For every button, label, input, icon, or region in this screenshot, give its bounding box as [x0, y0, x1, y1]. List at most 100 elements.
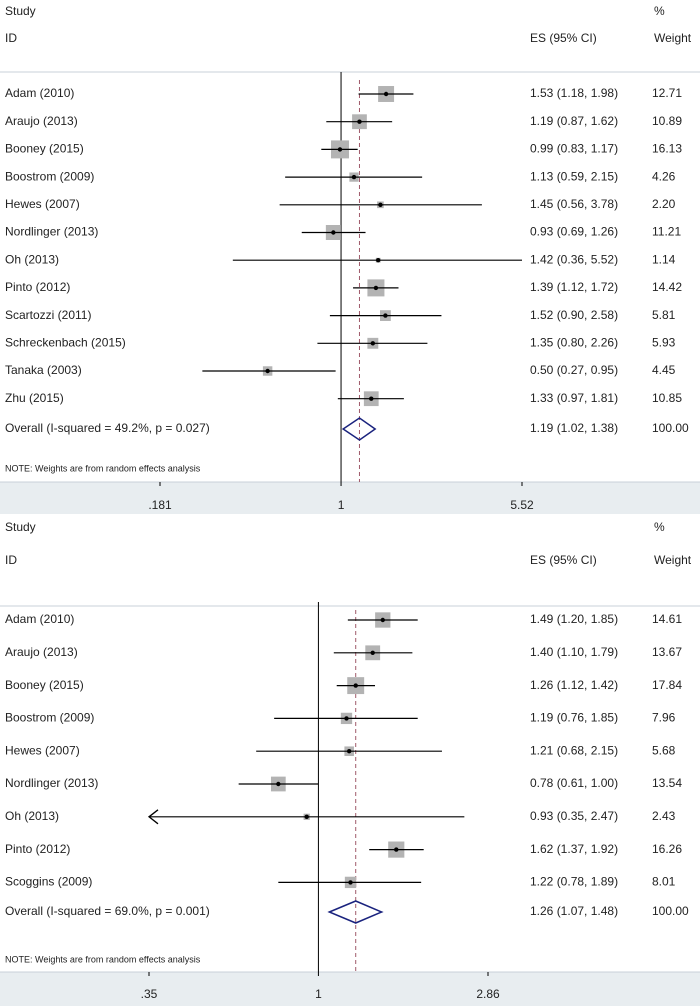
header-es: ES (95% CI): [530, 31, 597, 45]
point-estimate: [394, 847, 399, 852]
point-estimate: [304, 814, 309, 819]
study-weight: 16.26: [652, 842, 682, 856]
point-estimate: [353, 683, 358, 688]
point-estimate: [346, 749, 352, 754]
study-es-ci: 1.52 (0.90, 2.58): [530, 308, 618, 322]
header-id: ID: [5, 31, 17, 45]
point-estimate: [383, 313, 388, 318]
study-es-ci: 1.35 (0.80, 2.26): [530, 335, 618, 349]
study-label: Oh (2013): [5, 809, 59, 823]
study-label: Scoggins (2009): [5, 875, 92, 889]
study-weight: 13.54: [652, 776, 682, 790]
point-estimate: [370, 341, 376, 346]
point-estimate: [331, 230, 336, 235]
point-estimate: [351, 174, 357, 180]
study-label: Araujo (2013): [5, 645, 78, 659]
study-es-ci: 1.33 (0.97, 1.81): [530, 391, 618, 405]
study-label: Nordlinger (2013): [5, 225, 98, 239]
study-label: Boostrom (2009): [5, 711, 94, 725]
point-estimate: [265, 368, 270, 374]
axis-band: [0, 972, 700, 1006]
study-weight: 4.26: [652, 169, 676, 183]
study-weight: 14.42: [652, 280, 682, 294]
study-weight: 1.14: [652, 252, 676, 266]
study-label: Nordlinger (2013): [5, 776, 98, 790]
study-weight: 2.20: [652, 197, 676, 211]
study-es-ci: 0.93 (0.69, 1.26): [530, 225, 618, 239]
point-estimate: [344, 716, 349, 721]
study-weight: 8.01: [652, 875, 676, 889]
overall-label: Overall (I-squared = 49.2%, p = 0.027): [5, 421, 210, 435]
study-label: Pinto (2012): [5, 842, 70, 856]
weights-note: NOTE: Weights are from random effects an…: [5, 954, 201, 964]
study-es-ci: 0.50 (0.27, 0.95): [530, 363, 618, 377]
tick-label: 1: [315, 987, 322, 1001]
study-weight: 13.67: [652, 645, 682, 659]
study-es-ci: 1.19 (0.76, 1.85): [530, 711, 618, 725]
header-percent: %: [654, 520, 665, 534]
study-es-ci: 0.93 (0.35, 2.47): [530, 809, 618, 823]
study-es-ci: 1.19 (0.87, 1.62): [530, 114, 618, 128]
header-percent: %: [654, 4, 665, 18]
study-es-ci: 1.62 (1.37, 1.92): [530, 842, 618, 856]
overall-label: Overall (I-squared = 69.0%, p = 0.001): [5, 904, 210, 918]
point-estimate: [276, 781, 281, 787]
study-es-ci: 1.42 (0.36, 5.52): [530, 252, 618, 266]
study-weight: 16.13: [652, 142, 682, 156]
point-estimate: [378, 202, 383, 207]
study-weight: 10.89: [652, 114, 682, 128]
study-weight: 10.85: [652, 391, 682, 405]
study-label: Adam (2010): [5, 612, 74, 626]
study-label: Araujo (2013): [5, 114, 78, 128]
point-estimate: [369, 396, 374, 401]
header-study: Study: [5, 520, 36, 534]
point-estimate: [375, 258, 381, 263]
study-label: Oh (2013): [5, 252, 59, 266]
study-label: Scartozzi (2011): [5, 308, 91, 322]
study-es-ci: 1.13 (0.59, 2.15): [530, 169, 618, 183]
study-es-ci: 1.45 (0.56, 3.78): [530, 197, 618, 211]
study-label: Hewes (2007): [5, 197, 80, 211]
study-label: Hewes (2007): [5, 743, 80, 757]
ci-arrow-left: [147, 809, 159, 825]
point-estimate: [357, 119, 362, 124]
header-es: ES (95% CI): [530, 553, 597, 567]
forest-plot-2: Study ID ES (95% CI)% Weight Adam (2010) 1.49…: [0, 520, 700, 1006]
header-id: ID: [5, 553, 17, 567]
study-label: Booney (2015): [5, 678, 84, 692]
weights-note: NOTE: Weights are from random effects an…: [5, 463, 201, 473]
header-study: Study: [5, 4, 36, 18]
study-label: Adam (2010): [5, 86, 74, 100]
study-label: Schreckenbach (2015): [5, 335, 126, 349]
overall-es-ci: 1.26 (1.07, 1.48): [530, 904, 618, 918]
overall-diamond: [327, 900, 384, 924]
axis-band: [0, 482, 700, 514]
study-weight: 5.93: [652, 335, 676, 349]
forest-plot-1: Study ID ES (95% CI)% Weight Adam (2010) 1.53…: [0, 4, 700, 514]
study-weight: 7.96: [652, 711, 676, 725]
overall-es-ci: 1.19 (1.02, 1.38): [530, 421, 618, 435]
study-weight: 11.21: [652, 225, 681, 239]
tick-label: 1: [338, 498, 345, 512]
study-weight: 5.68: [652, 743, 676, 757]
overall-weight: 100.00: [652, 904, 689, 918]
study-label: Pinto (2012): [5, 280, 70, 294]
study-es-ci: 1.26 (1.12, 1.42): [530, 678, 618, 692]
study-es-ci: 0.78 (0.61, 1.00): [530, 776, 618, 790]
tick-label: 5.52: [510, 498, 534, 512]
study-weight: 12.71: [652, 86, 682, 100]
study-es-ci: 1.22 (0.78, 1.89): [530, 875, 618, 889]
tick-label: .181: [148, 498, 172, 512]
point-estimate: [337, 147, 343, 152]
tick-label: .35: [141, 987, 158, 1001]
study-label: Tanaka (2003): [5, 363, 82, 377]
study-weight: 17.84: [652, 678, 682, 692]
study-weight: 5.81: [652, 308, 676, 322]
header-weight: Weight: [654, 553, 692, 567]
study-es-ci: 0.99 (0.83, 1.17): [530, 142, 618, 156]
study-weight: 14.61: [652, 612, 682, 626]
point-estimate: [370, 650, 375, 655]
study-es-ci: 1.49 (1.20, 1.85): [530, 612, 618, 626]
study-label: Zhu (2015): [5, 391, 64, 405]
